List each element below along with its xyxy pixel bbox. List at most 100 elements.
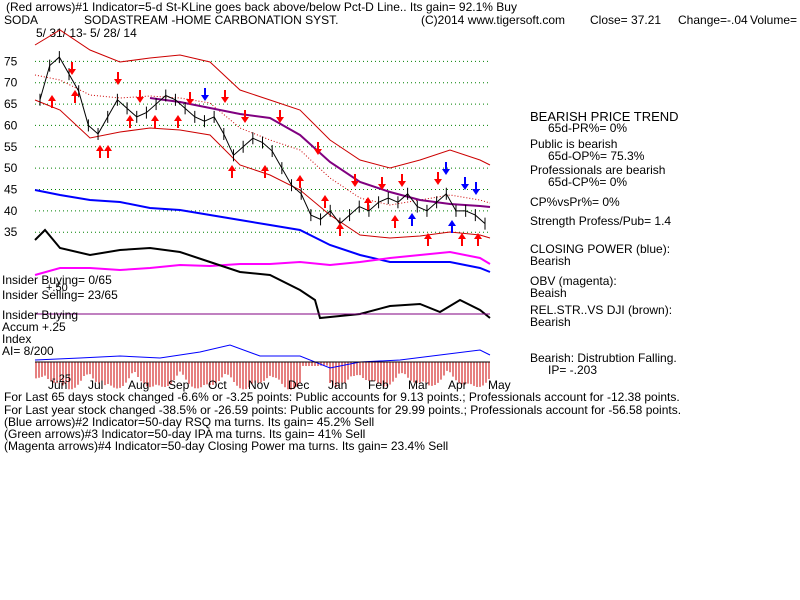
y-axis-ticks: 35 40 45 50 55 60 65 70 75 [4, 54, 18, 239]
cp-value: 65d-CP%= 0% [548, 175, 628, 189]
price-series-line [39, 56, 486, 225]
ticker-symbol: SODA [4, 13, 39, 27]
index-label: Index [2, 332, 32, 346]
x-tick-label: Jun [48, 378, 67, 392]
strength-ratio: Strength Profess/Pub= 1.4 [530, 214, 672, 228]
down-arrow-icon [201, 88, 209, 101]
cp-vs-pr: CP%vsPr%= 0% [530, 195, 620, 209]
obv-line [34, 250, 491, 276]
down-arrow-icon [221, 90, 229, 103]
up-arrow-icon [458, 233, 466, 246]
op-value: 65d-OP%= 75.3% [548, 149, 645, 163]
down-arrow-icon [442, 162, 450, 175]
down-arrow-icon [68, 62, 76, 75]
accum-label: Accum +.25 [2, 320, 66, 334]
down-arrow-icon [241, 110, 249, 123]
moving-average-line [149, 97, 491, 208]
x-tick-label: Jul [88, 378, 103, 392]
distribution-status: Bearish: Distrubtion Falling. [530, 351, 677, 365]
up-arrow-icon [448, 220, 456, 233]
plus-50-label: +.50 [46, 282, 68, 294]
down-arrow-icon [276, 110, 284, 123]
footer-magenta-arrows: (Magenta arrows)#4 Indicator=50-day Clos… [4, 439, 449, 453]
y-tick-label: 70 [4, 76, 18, 90]
y-tick-label: 65 [4, 97, 18, 111]
upper-band [34, 29, 491, 169]
up-arrow-icon [424, 233, 432, 246]
signal-arrows [48, 62, 482, 246]
x-tick-label: Apr [448, 378, 467, 392]
up-arrow-icon [96, 145, 104, 158]
price-change: Change=-.04 [678, 13, 748, 27]
closing-power-value: Bearish [530, 254, 571, 268]
volume-label: Volume= [750, 13, 798, 27]
up-arrow-icon [228, 165, 236, 178]
accum-index-line [34, 344, 491, 369]
x-axis-labels: Jun Jul Aug Sep Oct Nov Dec Jan Feb Mar Apr May [48, 378, 511, 392]
accumulation-histogram [34, 344, 491, 390]
company-name: SODASTREAM -HOME CARBONATION SYST. [84, 13, 339, 27]
insider-buying-title: Insider Buying [2, 308, 79, 322]
up-arrow-icon [408, 213, 416, 226]
close-price: Close= 37.21 [590, 13, 662, 27]
down-arrow-icon [114, 72, 122, 85]
up-arrow-icon [174, 115, 182, 128]
relative-strength-line [34, 228, 491, 320]
down-arrow-icon [314, 142, 322, 155]
up-arrow-icon [364, 197, 372, 210]
obv-title: OBV (magenta): [530, 274, 617, 288]
insider-selling-count: Insider Selling= 23/65 [2, 288, 118, 302]
footer-65-days: For Last 65 days stock changed -6.6% or … [4, 390, 680, 404]
down-arrow-icon [378, 177, 386, 190]
header-indicator-line: (Red arrows)#1 Indicator=5-d St-KLine go… [6, 0, 517, 14]
copyright: (C)2014 www.tigersoft.com [421, 13, 566, 27]
up-arrow-icon [336, 223, 344, 236]
x-tick-label: Jan [328, 378, 347, 392]
relstr-title: REL.STR..VS DJI (brown): [530, 303, 673, 317]
y-tick-label: 35 [4, 225, 18, 239]
up-arrow-icon [261, 165, 269, 178]
x-tick-label: Aug [128, 378, 149, 392]
obv-value: Beaish [530, 286, 567, 300]
price-bars [39, 51, 486, 230]
x-tick-label: Oct [208, 378, 227, 392]
x-tick-label: Sep [168, 378, 190, 392]
up-arrow-icon [126, 115, 134, 128]
footer-blue-arrows: (Blue arrows)#2 Indicator=50-day RSQ ma … [4, 415, 375, 429]
date-range: 5/ 31/ 13- 5/ 28/ 14 [36, 26, 137, 40]
lower-band [34, 99, 491, 239]
y-tick-label: 60 [4, 118, 18, 132]
down-arrow-icon [398, 174, 406, 187]
up-arrow-icon [296, 175, 304, 188]
up-arrow-icon [104, 145, 112, 158]
up-arrow-icon [151, 115, 159, 128]
down-arrow-icon [472, 182, 480, 195]
y-tick-label: 50 [4, 161, 18, 175]
trend-title: BEARISH PRICE TREND [530, 109, 679, 124]
down-arrow-icon [136, 90, 144, 103]
insider-buying-count: Insider Buying= 0/65 [2, 273, 112, 287]
down-arrow-icon [461, 177, 469, 190]
up-arrow-icon [48, 95, 56, 108]
footer-green-arrows: (Green arrows)#3 Indicator=50-day IPA ma… [4, 427, 366, 441]
relstr-value: Bearish [530, 315, 571, 329]
pr-value: 65d-PR%= 0% [548, 121, 628, 135]
footer-last-year: For Last year stock changed -38.5% or -2… [4, 403, 682, 417]
closing-power-title: CLOSING POWER (blue): [530, 242, 671, 256]
x-tick-label: Mar [408, 378, 429, 392]
up-arrow-icon [474, 233, 482, 246]
x-tick-label: Feb [368, 378, 389, 392]
y-tick-label: 40 [4, 204, 18, 218]
ai-label: AI= 8/200 [2, 344, 54, 358]
ip-value: IP= -.203 [548, 363, 598, 377]
public-title: Public is bearish [530, 137, 618, 151]
x-tick-label: Nov [248, 378, 269, 392]
professionals-title: Professionals are bearish [530, 163, 666, 177]
down-arrow-icon [186, 92, 194, 105]
closing-power-line [34, 189, 491, 273]
up-arrow-icon [321, 195, 329, 208]
price-bands [34, 29, 491, 239]
down-arrow-icon [434, 172, 442, 185]
up-arrow-icon [71, 90, 79, 103]
